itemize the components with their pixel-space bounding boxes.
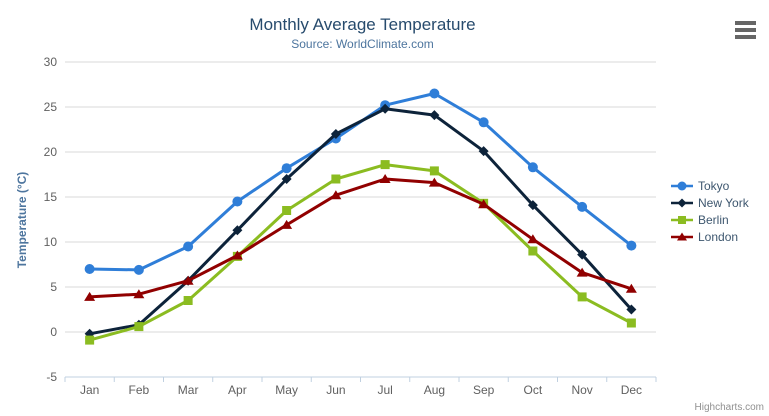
legend-item-new-york[interactable]: New York <box>671 194 749 211</box>
point-berlin-jun[interactable] <box>331 174 341 184</box>
point-new-york-apr[interactable] <box>232 225 243 236</box>
london-legend-marker-icon <box>671 232 693 240</box>
point-new-york-aug[interactable] <box>429 110 440 121</box>
x-axis-label: Jun <box>326 383 345 397</box>
point-new-york-jul[interactable] <box>380 103 391 114</box>
point-berlin-feb[interactable] <box>134 322 144 332</box>
x-axis-label: Apr <box>228 383 247 397</box>
y-axis-label: 5 <box>50 280 57 294</box>
point-berlin-oct[interactable] <box>528 246 538 256</box>
legend-item-tokyo[interactable]: Tokyo <box>671 177 749 194</box>
series-line-berlin <box>88 163 633 342</box>
series-line-new-york <box>88 107 633 336</box>
point-new-york-dec[interactable] <box>626 304 637 315</box>
x-axis-label: Dec <box>621 383 642 397</box>
x-axis-label: Jul <box>377 383 392 397</box>
point-berlin-jan[interactable] <box>85 335 95 345</box>
hamburger-icon <box>735 28 756 32</box>
point-tokyo-sep[interactable] <box>478 117 489 128</box>
x-axis-label: Nov <box>571 383 592 397</box>
series-line-london <box>88 177 633 299</box>
y-axis-label: 25 <box>44 100 58 114</box>
point-london-jul[interactable] <box>379 174 391 183</box>
point-new-york-nov[interactable] <box>577 249 588 260</box>
point-london-feb[interactable] <box>133 289 145 299</box>
highcharts-credits-link[interactable]: Highcharts.com <box>694 402 764 413</box>
legend-item-berlin[interactable]: Berlin <box>671 211 749 228</box>
point-london-jan[interactable] <box>84 291 96 301</box>
point-tokyo-feb[interactable] <box>133 264 144 275</box>
y-axis-label: 10 <box>44 235 58 249</box>
legend-item-london[interactable]: London <box>671 228 749 245</box>
tokyo-legend-marker-icon <box>671 181 693 190</box>
point-tokyo-aug[interactable] <box>429 88 440 99</box>
point-london-may[interactable] <box>281 219 293 229</box>
point-new-york-oct[interactable] <box>527 200 538 211</box>
legend-symbol-new-york[interactable] <box>677 198 687 207</box>
series-tokyo[interactable] <box>84 88 637 275</box>
x-axis-label: Feb <box>129 383 150 397</box>
legend-symbol-berlin[interactable] <box>678 215 686 224</box>
chart-title: Monthly Average Temperature <box>249 15 476 34</box>
chart-subtitle: Source: WorldClimate.com <box>291 37 434 51</box>
export-menu-button[interactable] <box>733 18 759 42</box>
point-berlin-mar[interactable] <box>183 296 193 305</box>
new-york-legend-marker-icon <box>671 198 693 207</box>
x-axis-label: Mar <box>178 383 199 397</box>
point-berlin-jul[interactable] <box>380 160 390 170</box>
point-new-york-sep[interactable] <box>478 146 489 157</box>
legend-label-london: London <box>698 229 739 244</box>
y-axis-label: -5 <box>46 370 57 384</box>
point-london-mar[interactable] <box>182 275 194 285</box>
x-axis-label: Oct <box>524 383 543 397</box>
legend: Tokyo New York Berlin London <box>671 177 749 245</box>
point-berlin-dec[interactable] <box>626 318 636 328</box>
point-tokyo-may[interactable] <box>281 163 292 174</box>
hamburger-icon <box>735 21 756 25</box>
x-axis-label: May <box>275 383 298 397</box>
y-axis-label: 30 <box>44 55 58 69</box>
point-tokyo-dec[interactable] <box>626 240 637 251</box>
series-london[interactable] <box>84 174 637 301</box>
point-london-jun[interactable] <box>330 190 342 200</box>
hamburger-icon <box>735 35 756 39</box>
point-london-aug[interactable] <box>428 177 440 187</box>
point-tokyo-nov[interactable] <box>577 201 588 212</box>
point-new-york-jun[interactable] <box>330 129 341 139</box>
point-new-york-may[interactable] <box>281 174 292 184</box>
legend-label-new-york: New York <box>698 195 749 210</box>
series-new-york[interactable] <box>84 103 637 339</box>
y-axis-label: 20 <box>44 145 58 159</box>
point-tokyo-apr[interactable] <box>232 196 243 207</box>
point-london-dec[interactable] <box>625 283 637 293</box>
x-axis-label: Sep <box>473 383 495 397</box>
x-axis-label: Jan <box>80 383 99 397</box>
y-axis-label: 0 <box>50 325 57 339</box>
x-axis-label: Aug <box>424 383 445 397</box>
point-berlin-nov[interactable] <box>577 292 587 302</box>
legend-symbol-tokyo[interactable] <box>677 181 687 190</box>
point-tokyo-jan[interactable] <box>84 264 95 274</box>
point-berlin-may[interactable] <box>282 206 292 215</box>
legend-label-berlin: Berlin <box>698 212 729 227</box>
legend-symbol-london[interactable] <box>677 232 687 240</box>
point-london-apr[interactable] <box>231 250 243 260</box>
y-axis-label: 15 <box>44 190 58 204</box>
point-berlin-aug[interactable] <box>429 166 439 176</box>
point-tokyo-mar[interactable] <box>183 241 194 252</box>
point-tokyo-oct[interactable] <box>527 162 538 173</box>
point-london-oct[interactable] <box>527 234 539 244</box>
legend-label-tokyo: Tokyo <box>698 178 730 193</box>
berlin-legend-marker-icon <box>671 215 693 224</box>
point-london-nov[interactable] <box>576 267 588 277</box>
point-london-sep[interactable] <box>478 199 490 209</box>
